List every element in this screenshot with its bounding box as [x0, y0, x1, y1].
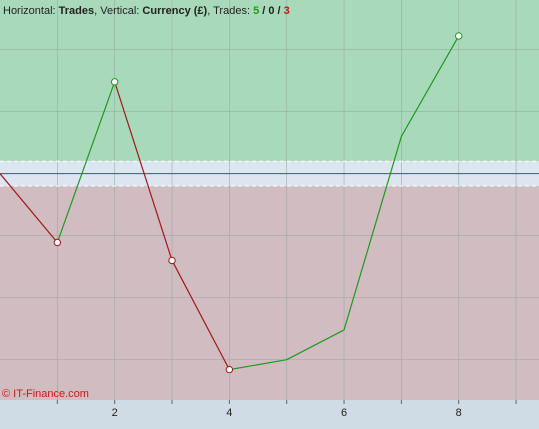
x-tick-label: 8: [456, 407, 462, 419]
equity-segment: [400, 35, 460, 137]
x-tick-label: 6: [341, 407, 347, 419]
trade-marker: [110, 78, 119, 86]
equity-segment: [343, 136, 402, 331]
zone-below: [0, 186, 539, 400]
trade-marker: [455, 32, 463, 40]
equity-segment: [0, 173, 58, 243]
watermark: © IT-Finance.com: [2, 388, 89, 400]
header-part: /: [274, 5, 283, 17]
equity-segment: [114, 81, 173, 261]
header-part: Currency (£): [142, 5, 207, 17]
header-part: 5: [253, 5, 259, 17]
x-tick-label: 2: [112, 407, 118, 419]
equity-segment: [229, 359, 287, 371]
trade-marker: [53, 238, 62, 247]
trade-marker: [225, 365, 234, 374]
header-part: , Trades:: [207, 5, 253, 17]
header-part: 3: [284, 5, 290, 17]
header-part: , Vertical:: [94, 5, 142, 17]
header-part: Trades: [59, 5, 94, 17]
trade-marker: [168, 256, 176, 265]
equity-segment: [286, 329, 345, 361]
header-part: Horizontal:: [3, 5, 59, 17]
header-part: /: [259, 5, 268, 17]
equity-segment: [56, 81, 116, 243]
equity-segment: [171, 260, 230, 370]
x-tick-label: 4: [226, 407, 232, 419]
header: Horizontal: Trades, Vertical: Currency (…: [3, 5, 290, 17]
header-part: 0: [268, 5, 274, 17]
zone-above: [0, 0, 539, 162]
x-axis-band: [0, 400, 539, 429]
